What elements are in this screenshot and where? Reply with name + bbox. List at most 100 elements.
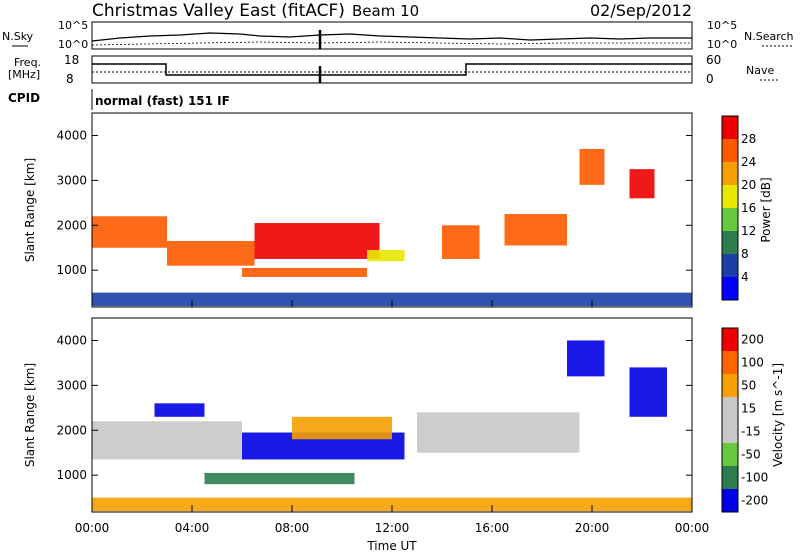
- colorbar-swatch-5: [722, 162, 738, 185]
- heatmap-region-8: [92, 497, 692, 512]
- colorbar-tick-5: 24: [741, 155, 756, 169]
- heatmap-region-3: [242, 267, 367, 277]
- velocity-panel: 1000 2000 3000 4000 00:00 04:00 08:00 12:00 16:…: [56, 300, 709, 535]
- colorbar-tick-2: 50: [741, 379, 756, 393]
- nsearch-tick-bottom: 10^0: [707, 38, 737, 51]
- freq-tick-top: 18: [64, 53, 79, 67]
- colorbar-swatch-2: [722, 231, 738, 254]
- cpid-value: normal (fast) 151 IF: [95, 94, 230, 108]
- nave-label: Nave: [746, 64, 774, 77]
- velocity-colorbar-label: Velocity [m s^-1]: [771, 363, 785, 467]
- colorbar-swatch-3: [722, 420, 738, 443]
- freq-tick-bottom: 8: [66, 72, 74, 86]
- heatmap-region-4: [367, 249, 405, 262]
- colorbar-tick-3: 16: [741, 201, 756, 215]
- colorbar-swatch-5: [722, 374, 738, 397]
- x-tick-label-3: 12:00: [375, 521, 410, 535]
- colorbar-swatch-4: [722, 185, 738, 208]
- power-colorbar: 4 8 12 16 20 24 28: [721, 115, 756, 301]
- velocity-y-axis-label: Slant Range [km]: [23, 363, 37, 467]
- colorbar-swatch-4: [722, 397, 738, 420]
- y-tick-label-1: 2000: [56, 423, 87, 437]
- x-tick-label-4: 16:00: [475, 521, 510, 535]
- date-label: 02/Sep/2012: [590, 1, 692, 20]
- x-tick-label-2: 08:00: [275, 521, 310, 535]
- heatmap-region-7: [154, 403, 205, 417]
- x-tick-label-0: 00:00: [75, 521, 110, 535]
- nsky-tick-top: 10^5: [58, 19, 88, 32]
- nsearch-label: N.Search: [744, 30, 794, 43]
- y-tick-label-3: 4000: [56, 333, 87, 347]
- heatmap-region-8: [629, 169, 655, 199]
- freq-panel: [91, 55, 693, 84]
- x-tick-label-6: 00:00: [675, 521, 710, 535]
- colorbar-tick-0: 4: [741, 270, 749, 284]
- colorbar-frame: [721, 115, 739, 301]
- colorbar-frame: [721, 327, 739, 513]
- heatmap-region-4: [417, 412, 580, 453]
- colorbar-tick-1: 8: [741, 247, 749, 261]
- x-tick-label-5: 20:00: [575, 521, 610, 535]
- colorbar-tick-3: 15: [741, 402, 756, 416]
- nsearch-tick-top: 10^5: [707, 19, 737, 32]
- colorbar-swatch-3: [722, 208, 738, 231]
- colorbar-swatch-1: [722, 466, 738, 489]
- y-tick-label-0: 1000: [56, 263, 87, 277]
- nave-tick-top: 60: [706, 53, 721, 67]
- heatmap-region-0: [92, 421, 242, 460]
- power-y-axis-label: Slant Range [km]: [23, 158, 37, 262]
- colorbar-swatch-7: [722, 116, 738, 139]
- heatmap-region-6: [629, 367, 667, 417]
- nave-tick-bottom: 0: [706, 72, 714, 86]
- freq-unit: [MHz]: [8, 68, 40, 81]
- colorbar-swatch-6: [722, 139, 738, 162]
- nsky-tick-bottom: 10^0: [58, 38, 88, 51]
- nsky-trace: [91, 32, 692, 42]
- station-title: Christmas Valley East (fitACF): [92, 1, 345, 21]
- freq-trace: [92, 63, 692, 76]
- colorbar-tick-6: -100: [741, 471, 768, 485]
- heatmap-region-6: [504, 214, 567, 246]
- heatmap-region-0: [92, 216, 167, 248]
- heatmap-region-2: [254, 223, 380, 259]
- power-panel: 1000 2000 3000 4000: [56, 112, 693, 308]
- heatmap-region-3: [204, 472, 355, 485]
- heatmap-region-1: [167, 240, 255, 266]
- heatmap-region-5: [442, 225, 480, 259]
- y-tick-label-2: 3000: [56, 378, 87, 392]
- nsky-label: N.Sky: [2, 30, 34, 43]
- y-tick-label-1: 2000: [56, 218, 87, 232]
- heatmap-region-2: [292, 416, 392, 440]
- velocity-heatmap-cells: [92, 340, 692, 512]
- velocity-y-ticks: 1000 2000 3000 4000: [56, 333, 692, 482]
- colorbar-swatch-7: [722, 328, 738, 351]
- x-tick-label-1: 04:00: [175, 521, 210, 535]
- colorbar-swatch-6: [722, 351, 738, 374]
- colorbar-tick-0: 200: [741, 333, 764, 347]
- heatmap-region-9: [92, 292, 692, 307]
- nsearch-trace: [91, 41, 692, 46]
- y-tick-label-0: 1000: [56, 468, 87, 482]
- power-colorbar-label: Power [dB]: [759, 177, 773, 242]
- velocity-colorbar: 200 100 50 15 -15 -50 -100 -200: [721, 327, 768, 513]
- colorbar-tick-1: 100: [741, 356, 764, 370]
- colorbar-tick-4: -15: [741, 425, 761, 439]
- power-heatmap-cells: [92, 148, 692, 307]
- colorbar-tick-2: 12: [741, 224, 756, 238]
- power-y-ticks: 1000 2000 3000 4000: [56, 128, 692, 277]
- heatmap-region-5: [567, 340, 605, 377]
- nsky-panel: [91, 21, 693, 50]
- colorbar-tick-5: -50: [741, 448, 761, 462]
- heatmap-region-7: [579, 148, 605, 185]
- cpid-label: CPID: [8, 91, 40, 105]
- colorbar-tick-4: 20: [741, 178, 756, 192]
- colorbar-tick-6: 28: [741, 132, 756, 146]
- colorbar-tick-7: -200: [741, 494, 768, 508]
- y-tick-label-3: 4000: [56, 128, 87, 142]
- colorbar-swatch-2: [722, 443, 738, 466]
- colorbar-swatch-0: [722, 489, 738, 512]
- y-tick-label-2: 3000: [56, 173, 87, 187]
- freq-label: Freq.: [14, 56, 41, 69]
- beam-label: Beam 10: [352, 2, 419, 20]
- colorbar-swatch-0: [722, 277, 738, 300]
